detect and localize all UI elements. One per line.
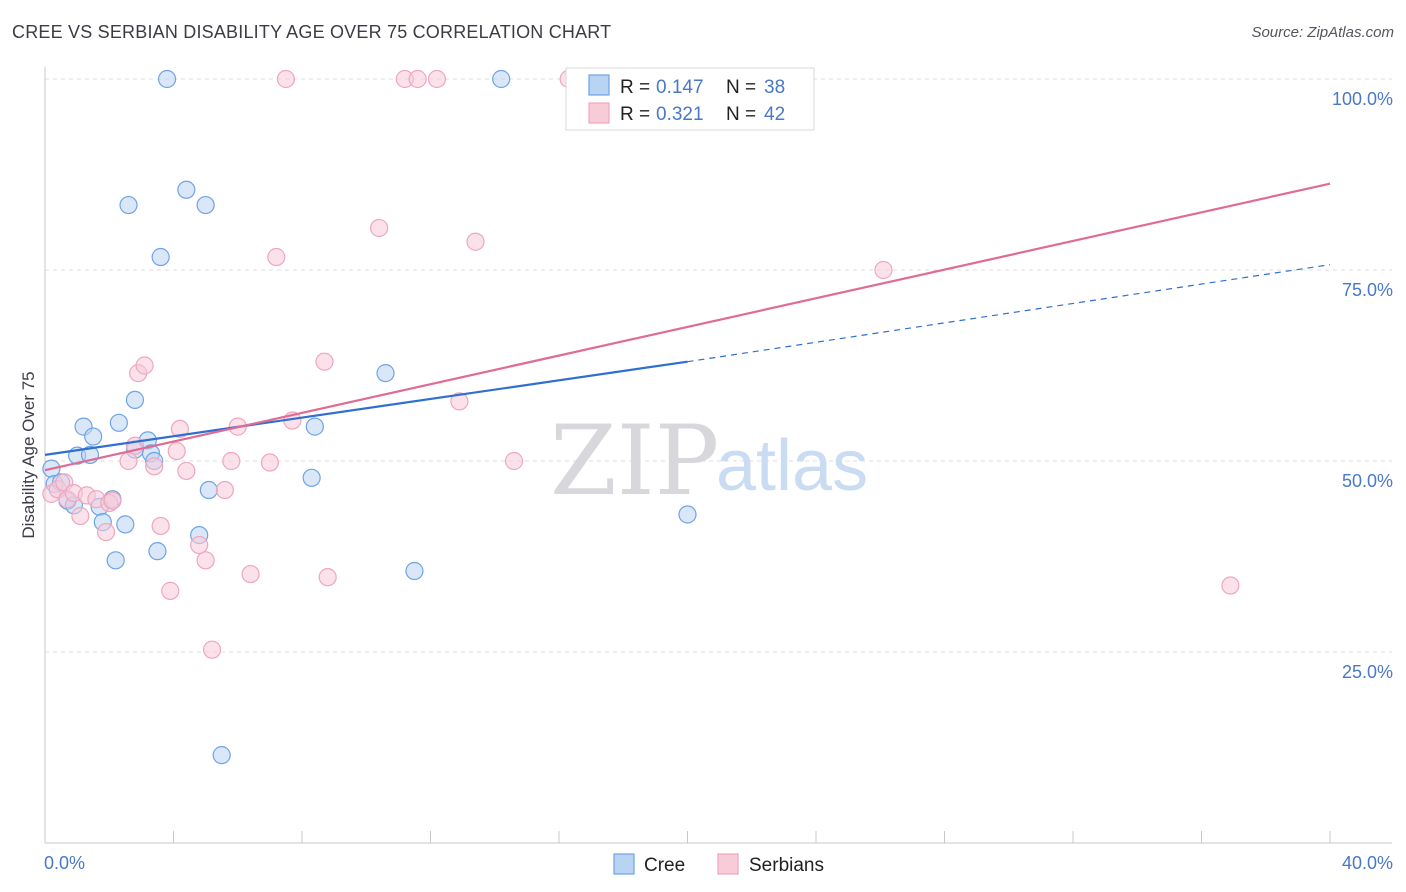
data-point-cree (157, 69, 177, 89)
data-point-serbians (215, 480, 234, 500)
data-point-serbians (276, 69, 296, 89)
chart-source: Source: ZipAtlas.com (1251, 24, 1394, 41)
data-point-cree (492, 69, 511, 89)
data-point-serbians (119, 451, 138, 471)
data-point-serbians (170, 419, 190, 439)
y-tick-label: 100.0% (1332, 89, 1393, 109)
data-point-cree (151, 247, 170, 267)
data-point-serbians (267, 247, 286, 267)
bottom-legend-swatch-serbians (717, 853, 739, 875)
data-point-serbians (145, 457, 164, 476)
data-point-cree (116, 515, 135, 534)
data-point-serbians (1221, 576, 1240, 595)
data-point-serbians (202, 640, 222, 659)
legend-n-label-cree: N = (726, 77, 756, 98)
y-tick-label: 25.0% (1342, 662, 1393, 682)
legend-box: R = 0.147 N = 38 R = 0.321 N = 42 (565, 67, 815, 131)
bottom-legend: Cree Serbians (613, 853, 824, 876)
data-point-cree (199, 480, 218, 500)
trend-line-cree (44, 360, 688, 456)
data-point-serbians (241, 564, 260, 584)
data-point-cree (302, 468, 321, 487)
data-point-cree (212, 746, 231, 765)
data-point-serbians (318, 568, 337, 587)
data-point-serbians (190, 535, 209, 555)
legend-n-value-cree: 38 (764, 77, 785, 98)
legend-n-value-serbians: 42 (764, 104, 785, 125)
data-point-serbians (103, 491, 122, 510)
legend-r-value-serbians: 0.321 (656, 104, 704, 125)
data-point-cree (84, 427, 103, 446)
data-point-cree (305, 417, 324, 436)
bottom-legend-label-serbians: Serbians (749, 855, 824, 876)
data-point-serbians (466, 232, 485, 251)
data-point-cree (376, 364, 395, 383)
data-point-serbians (151, 516, 170, 536)
trend-line-serbians (44, 182, 1331, 472)
data-point-cree (119, 195, 138, 215)
data-point-cree (196, 195, 215, 215)
data-point-serbians (427, 69, 447, 89)
watermark-atlas: atlas (716, 426, 868, 506)
bottom-legend-swatch-cree (613, 853, 635, 875)
data-point-serbians (196, 551, 215, 570)
legend-swatch-cree (588, 74, 610, 96)
trend-extension-cree (687, 264, 1331, 363)
y-tick-label: 75.0% (1342, 280, 1393, 300)
data-point-serbians (260, 453, 279, 472)
legend-r-value-cree: 0.147 (656, 77, 704, 98)
data-point-cree (678, 505, 697, 524)
chart-title: CREE VS SERBIAN DISABILITY AGE OVER 75 C… (12, 22, 612, 42)
data-point-cree (109, 413, 128, 432)
data-point-cree (125, 390, 145, 409)
watermark: ZIP atlas (550, 405, 868, 517)
data-point-serbians (71, 506, 90, 526)
data-point-cree (106, 551, 125, 570)
data-point-serbians (167, 441, 186, 461)
data-point-serbians (315, 352, 334, 371)
legend-n-label-serbians: N = (726, 104, 756, 125)
data-point-serbians (177, 461, 196, 481)
legend-r-label-serbians: R = (620, 104, 650, 125)
data-point-cree (405, 561, 424, 581)
data-point-serbians (161, 581, 180, 600)
data-point-serbians (96, 522, 116, 542)
data-point-serbians (408, 69, 427, 89)
data-point-cree (177, 180, 196, 199)
data-point-serbians (450, 392, 469, 411)
data-point-serbians (222, 451, 241, 471)
watermark-zip: ZIP (550, 405, 719, 517)
bottom-legend-label-cree: Cree (644, 855, 685, 876)
legend-r-label-cree: R = (620, 77, 650, 98)
y-axis-label: Disability Age Over 75 (19, 371, 38, 538)
data-point-serbians (874, 260, 893, 280)
data-point-serbians (370, 218, 389, 238)
x-tick-label-min: 0.0% (44, 853, 85, 873)
data-point-cree (148, 542, 167, 561)
trend-layer (44, 182, 1331, 472)
data-point-serbians (504, 451, 524, 471)
data-point-serbians (135, 356, 154, 375)
y-tick-label: 50.0% (1342, 471, 1393, 491)
points-layer (42, 69, 1240, 765)
legend-swatch-serbians (588, 102, 610, 124)
x-tick-label-max: 40.0% (1342, 853, 1393, 873)
axis-layer: 25.0% 50.0% 75.0% 100.0% 0.0% 40.0% (44, 67, 1393, 873)
